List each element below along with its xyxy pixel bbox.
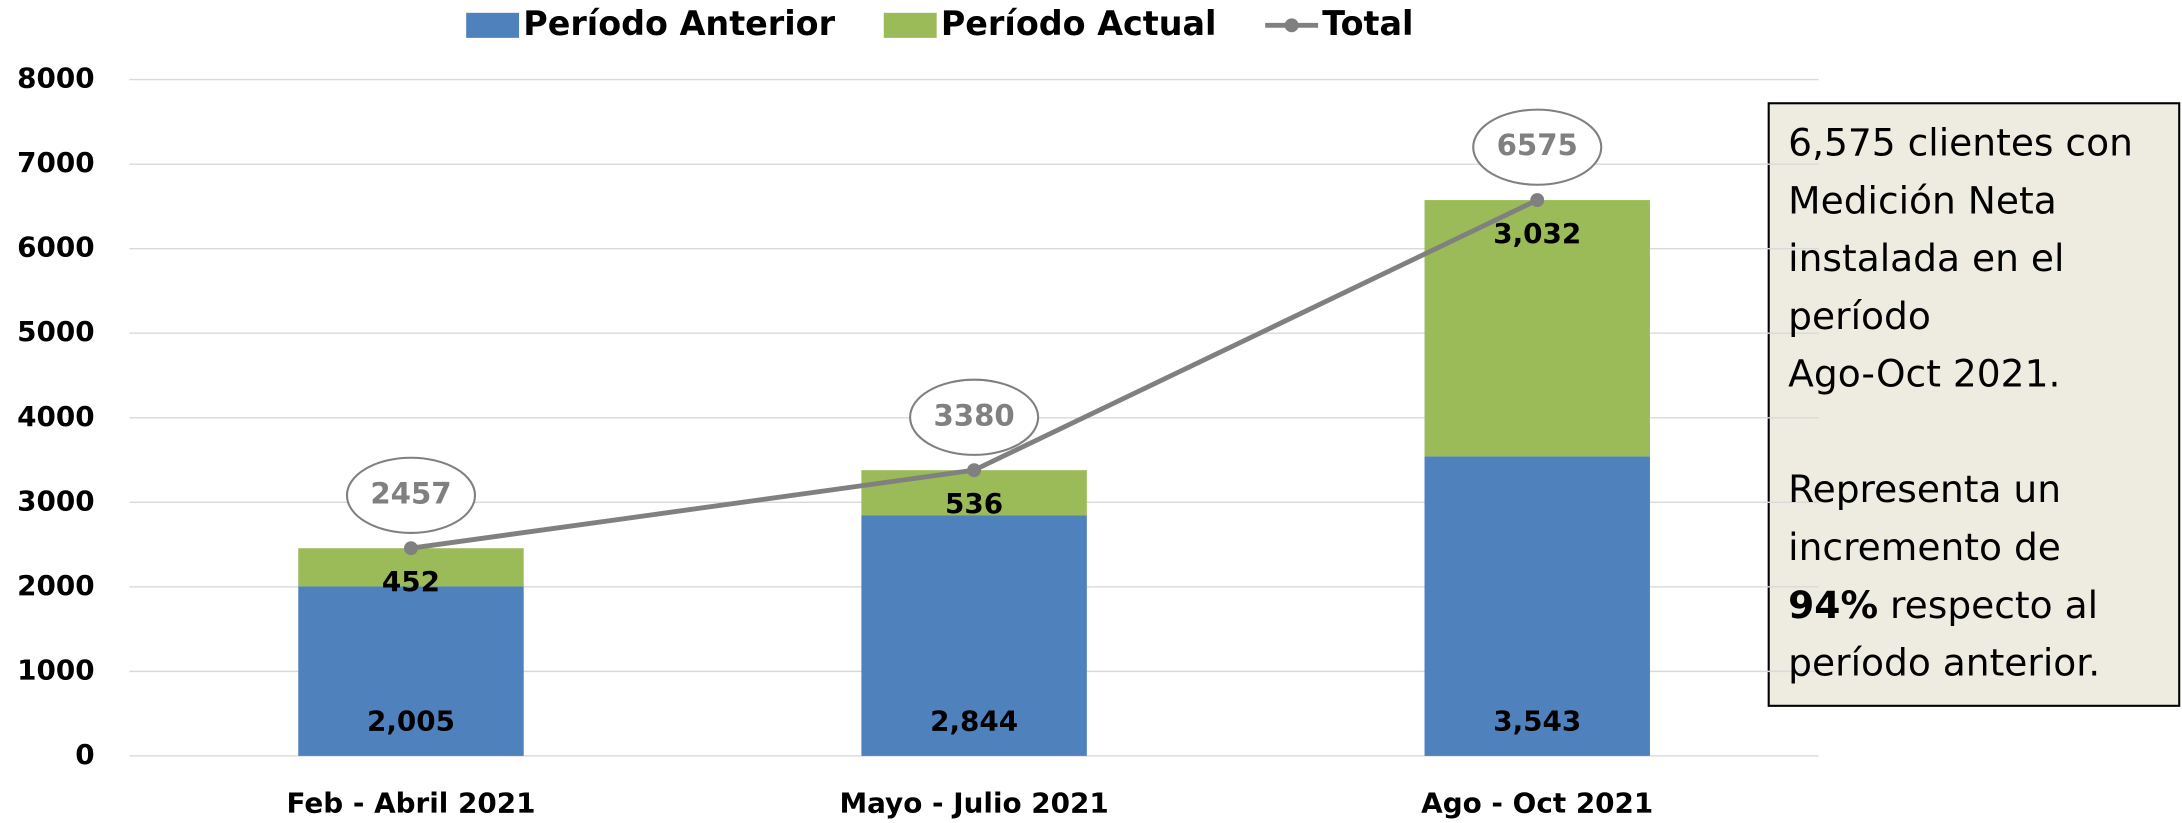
annotation-line: período (1788, 294, 1931, 338)
annotation-part: respecto al (1878, 583, 2098, 627)
y-tick-label: 8000 (17, 62, 94, 95)
annotation-box (1767, 102, 2181, 707)
annotation-line: Medición Neta (1788, 178, 2057, 222)
total-point (967, 463, 982, 478)
data-label: 536 (945, 487, 1003, 520)
y-tick-label: 1000 (17, 653, 94, 686)
y-tick-label: 3000 (17, 484, 94, 517)
legend-swatch (883, 12, 937, 38)
legend-label: Período Actual (941, 4, 1217, 43)
annotation-line: Representa un (1788, 467, 2061, 511)
bar-segment (1424, 200, 1650, 457)
label-bubble (1472, 108, 1603, 186)
y-tick-label: 2000 (17, 569, 94, 602)
total-label: 3380 (933, 398, 1014, 432)
data-label: 2,005 (367, 705, 455, 738)
annotation-line: 94% respecto al (1788, 583, 2098, 627)
bar-segment (1424, 456, 1650, 756)
y-tick-label: 5000 (17, 315, 94, 348)
label-bubble (345, 456, 477, 534)
data-label: 2,844 (930, 705, 1018, 738)
annotation-line: 6,575 clientes con (1788, 121, 2133, 165)
y-tick-label: 0 (75, 738, 94, 771)
x-tick-label: Feb - Abril 2021 (286, 787, 535, 820)
total-label: 6575 (1497, 128, 1578, 162)
legend-dot (1284, 18, 1299, 33)
data-label: 452 (382, 565, 440, 598)
total-point (1530, 193, 1545, 208)
y-tick-label: 4000 (17, 400, 94, 433)
label-bubble (909, 378, 1040, 456)
total-label: 2457 (370, 476, 451, 510)
y-tick-label: 6000 (17, 231, 94, 264)
data-label: 3,543 (1493, 705, 1581, 738)
x-tick-label: Ago - Oct 2021 (1421, 787, 1653, 820)
annotation-part: 94% (1788, 583, 1878, 627)
legend-label: Total (1322, 4, 1413, 43)
legend-swatch (466, 12, 520, 38)
bar-segment (861, 515, 1087, 756)
total-point (404, 541, 418, 556)
annotation-line: incremento de (1788, 525, 2061, 569)
x-tick-label: Mayo - Julio 2021 (839, 787, 1108, 820)
y-tick-label: 7000 (17, 146, 94, 179)
bar-segment (298, 586, 524, 756)
annotation-line: instalada en el (1788, 236, 2064, 280)
legend-label: Período Anterior (523, 4, 835, 43)
bar-segment (861, 470, 1087, 516)
data-label: 3,032 (1493, 217, 1581, 250)
annotation-line: Ago-Oct 2021. (1788, 352, 2060, 396)
annotation-line: período anterior. (1788, 640, 2100, 684)
